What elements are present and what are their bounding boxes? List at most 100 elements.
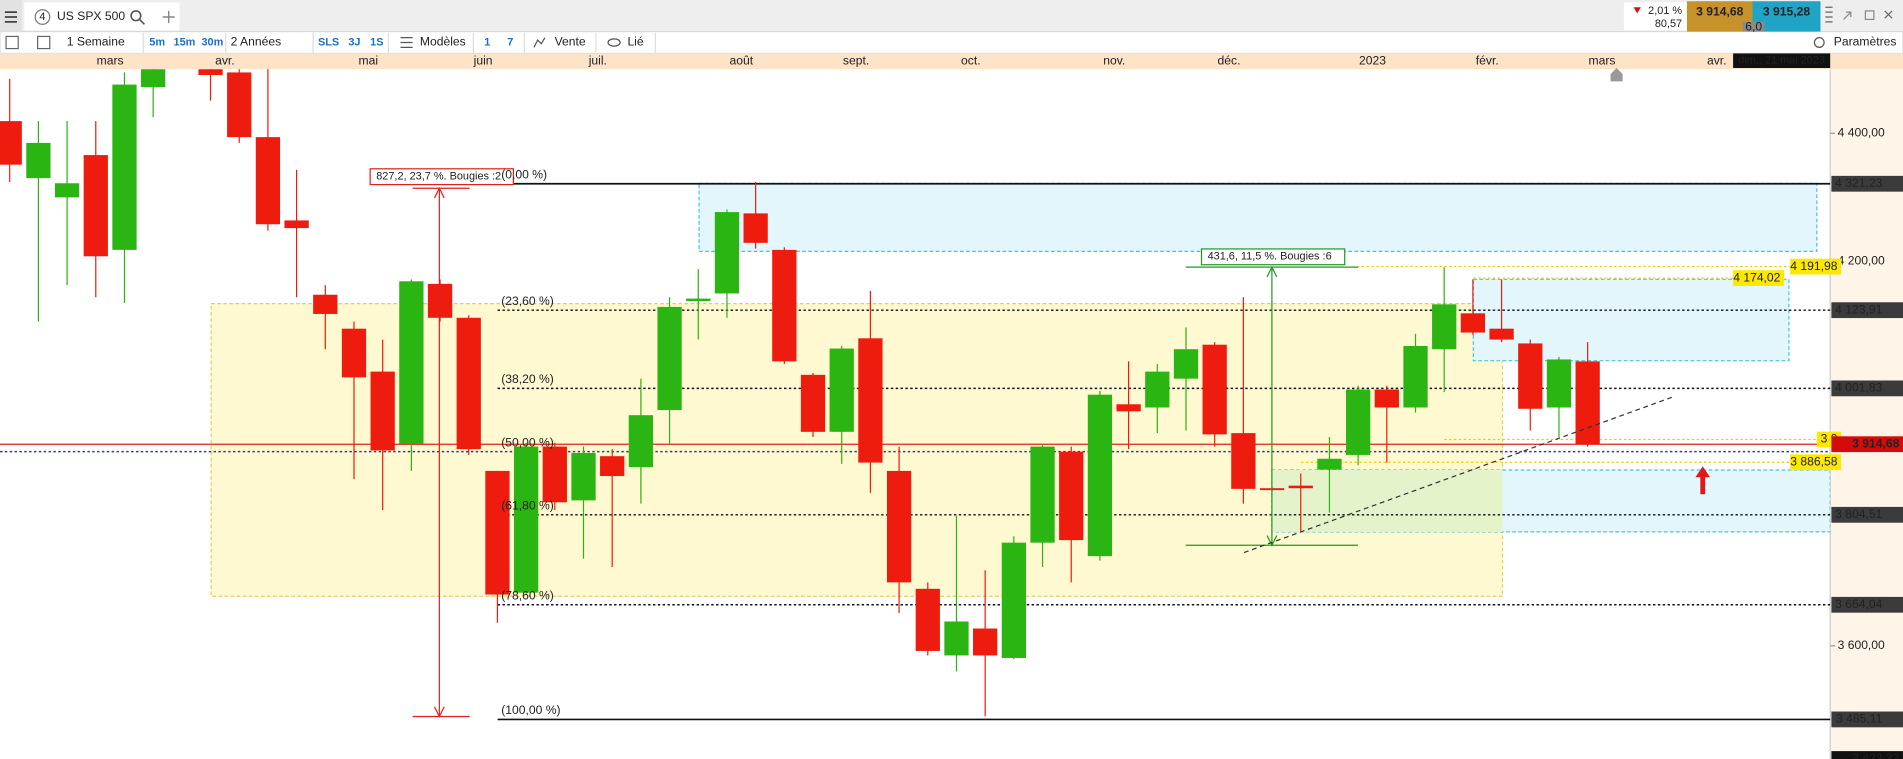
candle-body: [227, 72, 252, 138]
fib-label: (61,80 %): [501, 498, 554, 512]
candle-body: [886, 470, 912, 583]
change-value: 80,57: [1655, 18, 1682, 30]
count[interactable]: 1: [484, 36, 490, 48]
candle-body: [370, 371, 395, 451]
down-arrow: [1633, 7, 1641, 14]
candle-body: [1432, 304, 1457, 350]
candle-body: [26, 142, 51, 179]
price-label-box: [1831, 506, 1903, 523]
sidebar-icon[interactable]: [5, 35, 19, 50]
toolbar: 1 Semaine 5m 15m 30m 2 Années SLS 3J 1S …: [5, 32, 1897, 54]
candle-body: [714, 212, 740, 294]
candle-body: [485, 470, 510, 595]
tool[interactable]: 3J: [348, 36, 360, 48]
candle-body: [1518, 343, 1543, 409]
fib-zone: [210, 302, 1504, 597]
fib-label: (38,20 %): [501, 372, 554, 386]
candle-body: [915, 588, 940, 651]
top-controls: 4 US SPX 500 2,01 % 80,57 3 914,68 3 915…: [0, 0, 1893, 34]
count[interactable]: 7: [507, 36, 513, 48]
candle-body: [427, 283, 453, 318]
candle-body: [341, 328, 367, 378]
interval[interactable]: 15m: [174, 36, 196, 48]
candle-body: [657, 306, 682, 411]
x-tick-label: 2023: [1359, 54, 1386, 68]
price-label: 3 664,04: [1835, 597, 1882, 611]
fib-label: (0,00 %): [501, 167, 547, 181]
layout-icon[interactable]: [37, 35, 51, 50]
interval[interactable]: 30m: [201, 36, 223, 48]
interval[interactable]: 5m: [149, 36, 165, 48]
candle-body: [141, 69, 166, 88]
ask-price: 3 915,28: [1763, 4, 1810, 18]
price-label-box: [1831, 380, 1903, 397]
axis-labels: mars avr. mai juin juil. août sept. oct. nov. déc…: [97, 54, 1903, 759]
candle-body: [83, 155, 108, 257]
price-marker-box: [1790, 258, 1842, 275]
menu-button[interactable]: [0, 0, 22, 32]
tool[interactable]: SLS: [318, 36, 339, 48]
candle-body: [772, 249, 797, 362]
price-marker: 4 191,98: [1790, 259, 1837, 273]
fib-label: (50,00 %): [501, 435, 554, 449]
linked[interactable]: Lié: [627, 35, 643, 49]
price-label: 4 123,91: [1835, 302, 1882, 316]
x-tick-label: févr.: [1476, 54, 1499, 68]
blue-zone: [698, 182, 1818, 252]
home-marker: [1610, 68, 1623, 82]
models-icon: [400, 37, 413, 48]
candle-body: [284, 220, 309, 229]
price-marker-box: [1733, 270, 1785, 286]
green-zone: [1271, 469, 1503, 532]
x-tick-label: avr.: [1707, 54, 1727, 68]
price-marker-box: [1831, 751, 1903, 759]
instrument-name: US SPX 500: [57, 9, 125, 23]
price-label: 4 001,83: [1835, 381, 1882, 395]
candle-body: [1030, 446, 1055, 543]
candle-body: [1087, 394, 1113, 557]
settings[interactable]: Paramètres: [1834, 35, 1897, 49]
tool[interactable]: 1S: [370, 36, 383, 48]
y-tick-label: 3 600,00: [1838, 638, 1885, 652]
x-tick-label: juin: [473, 54, 493, 68]
price-label-box: [1831, 175, 1903, 192]
x-tick-label: nov.: [1103, 54, 1125, 68]
window-icon[interactable]: [1864, 10, 1875, 21]
measure-arrow: [1266, 265, 1278, 547]
close-icon[interactable]: [1884, 10, 1893, 19]
annotation-box: [1200, 248, 1346, 266]
candle-body: [1317, 458, 1342, 470]
bid-button[interactable]: [1686, 1, 1753, 32]
models[interactable]: Modèles: [420, 35, 466, 49]
spread: 6,0: [1745, 20, 1762, 34]
candle-body: [800, 374, 826, 432]
candle-body: [973, 628, 998, 656]
period[interactable]: 1 Semaine: [67, 35, 125, 49]
candle-body: [600, 456, 625, 477]
link-icon: [607, 38, 621, 47]
fib-label: (78,60 %): [501, 588, 554, 602]
shrink-icon[interactable]: [1843, 11, 1852, 20]
candle-body: [1546, 359, 1572, 408]
change-percent: 2,01 %: [1648, 5, 1682, 17]
candle-body: [313, 294, 338, 314]
y-tick-label: 4 200,00: [1838, 254, 1885, 268]
drawings: [210, 182, 1831, 597]
settings-icon: [1813, 37, 1825, 48]
date-bar: [0, 53, 1903, 70]
add-tab[interactable]: [162, 10, 175, 24]
candle-body: [944, 621, 969, 656]
annotation: 827,2, 23,7 %. Bougies :2: [376, 171, 501, 183]
range[interactable]: 2 Années: [231, 35, 282, 49]
candle-body: [0, 121, 22, 165]
sell[interactable]: Vente: [555, 35, 586, 49]
x-tick-label: sept.: [843, 54, 869, 68]
list-icon[interactable]: [1825, 6, 1833, 23]
search-icon[interactable]: [130, 10, 142, 22]
candle-body: [1345, 389, 1371, 455]
price-marker: 3 914,68: [1852, 436, 1899, 450]
price-marker: 3 886,58: [1790, 454, 1837, 468]
x-tick-label: oct.: [961, 54, 981, 68]
